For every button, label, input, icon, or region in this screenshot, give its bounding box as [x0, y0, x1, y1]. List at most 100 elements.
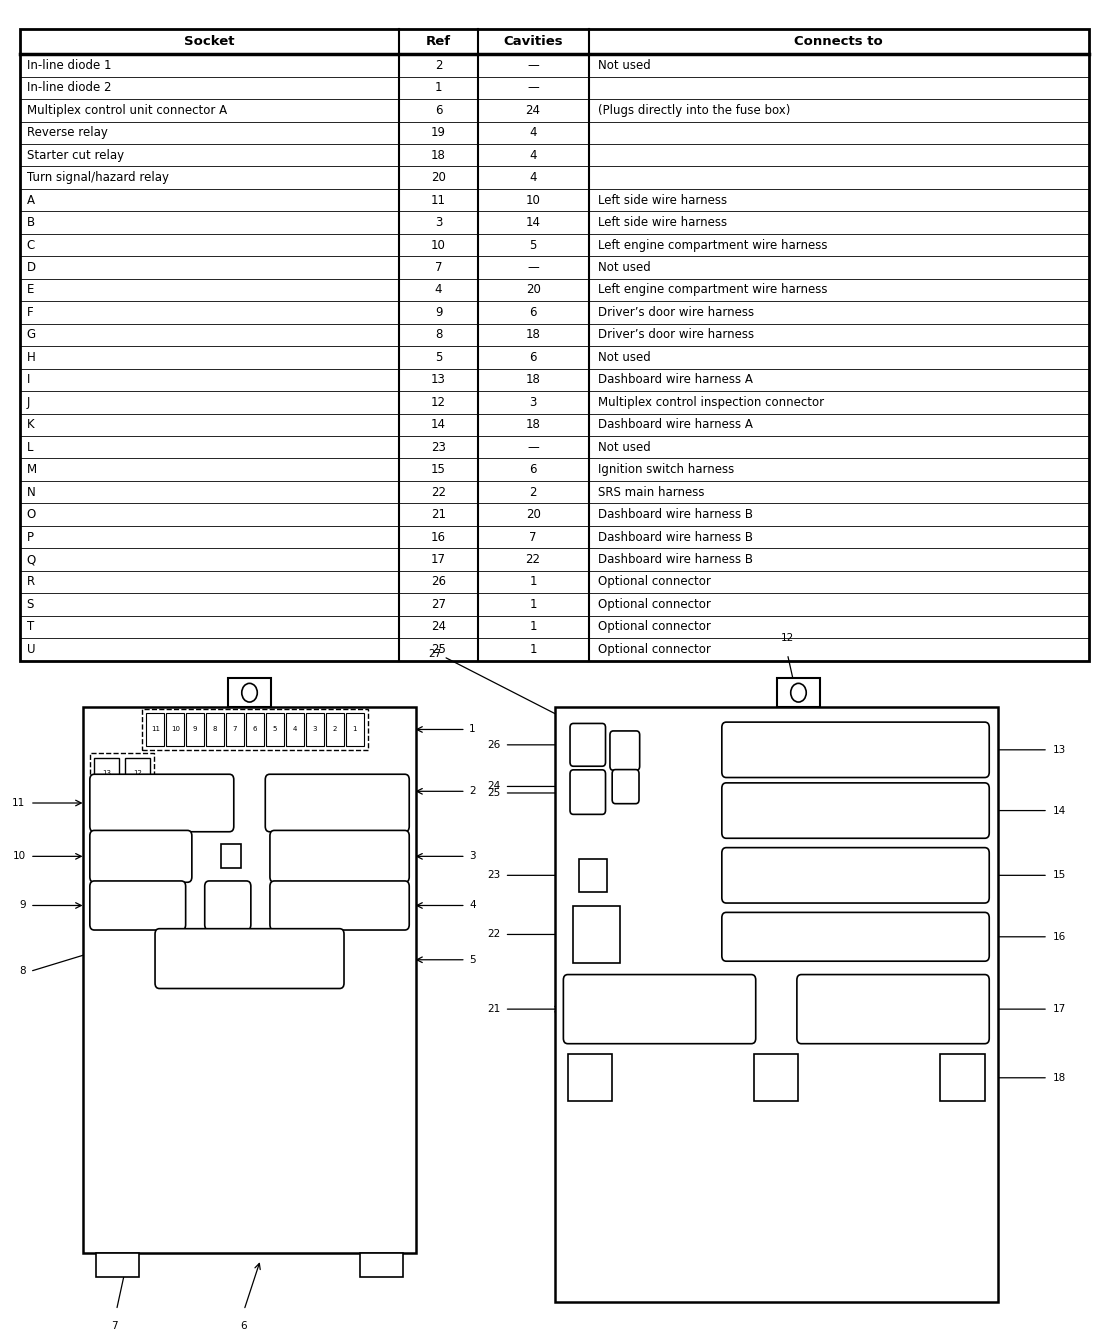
Text: 8: 8	[213, 726, 217, 733]
Text: L: L	[27, 441, 33, 453]
Text: S: S	[27, 598, 34, 611]
Text: 13: 13	[102, 770, 111, 775]
Bar	[940, 1055, 985, 1102]
Bar	[166, 713, 184, 746]
Text: Multiplex control unit connector A: Multiplex control unit connector A	[27, 104, 226, 116]
Text: 9: 9	[193, 726, 197, 733]
Bar	[266, 713, 284, 746]
Text: Left engine compartment wire harness: Left engine compartment wire harness	[598, 283, 827, 297]
Text: 17: 17	[1052, 1004, 1066, 1015]
Text: 7: 7	[435, 261, 442, 274]
FancyBboxPatch shape	[269, 881, 409, 931]
Text: 27: 27	[431, 598, 446, 611]
Text: 8: 8	[19, 967, 26, 976]
Text: 2: 2	[469, 786, 476, 797]
Bar	[568, 1055, 612, 1102]
Text: 1: 1	[529, 643, 537, 656]
Bar	[573, 906, 620, 963]
Text: 4: 4	[529, 171, 537, 185]
Text: 21: 21	[431, 508, 446, 521]
Text: 18: 18	[526, 373, 540, 386]
Text: 3: 3	[313, 726, 317, 733]
Bar	[246, 713, 264, 746]
Text: 20: 20	[583, 1136, 597, 1146]
Text: Left side wire harness: Left side wire harness	[598, 194, 726, 207]
Text: Connects to: Connects to	[794, 35, 883, 48]
FancyBboxPatch shape	[570, 770, 606, 814]
Text: P: P	[27, 531, 33, 544]
Text: Left engine compartment wire harness: Left engine compartment wire harness	[598, 238, 827, 251]
Text: 1: 1	[469, 725, 476, 734]
Text: I: I	[27, 373, 30, 386]
Bar	[360, 1253, 403, 1277]
Text: Dashboard wire harness B: Dashboard wire harness B	[598, 554, 753, 566]
FancyBboxPatch shape	[265, 774, 409, 832]
Text: Not used: Not used	[598, 441, 650, 453]
FancyBboxPatch shape	[90, 881, 185, 931]
Text: 6: 6	[529, 463, 537, 476]
Text: 24: 24	[431, 620, 446, 634]
Text: 18: 18	[431, 148, 446, 162]
Text: 26: 26	[431, 575, 446, 588]
Text: 10: 10	[171, 726, 180, 733]
Text: 1: 1	[529, 598, 537, 611]
Text: 11: 11	[431, 194, 446, 207]
Text: 3: 3	[529, 396, 537, 409]
Bar	[579, 858, 607, 892]
Text: 7: 7	[233, 726, 237, 733]
Text: H: H	[27, 350, 35, 364]
FancyBboxPatch shape	[797, 975, 989, 1044]
Text: 6: 6	[435, 104, 442, 116]
Text: Optional connector: Optional connector	[598, 598, 711, 611]
FancyBboxPatch shape	[563, 975, 755, 1044]
Text: 1: 1	[529, 620, 537, 634]
Text: 5: 5	[273, 726, 277, 733]
Text: 9: 9	[19, 901, 26, 910]
Text: 22: 22	[487, 929, 500, 940]
Bar	[146, 713, 164, 746]
Text: 21: 21	[487, 1004, 500, 1015]
Text: Optional connector: Optional connector	[598, 620, 711, 634]
Text: 8: 8	[435, 329, 442, 341]
Bar	[142, 709, 368, 750]
Text: Dashboard wire harness A: Dashboard wire harness A	[598, 418, 753, 432]
FancyBboxPatch shape	[612, 770, 639, 804]
Text: A: A	[27, 194, 34, 207]
Text: Dashboard wire harness B: Dashboard wire harness B	[598, 531, 753, 544]
Bar	[94, 758, 119, 787]
Text: 14: 14	[1052, 806, 1066, 816]
Text: 18: 18	[526, 329, 540, 341]
Text: 5: 5	[469, 955, 476, 965]
Text: Not used: Not used	[598, 59, 650, 72]
Text: Ref: Ref	[426, 35, 451, 48]
Text: 14: 14	[526, 217, 540, 229]
Bar	[306, 713, 324, 746]
Text: G: G	[27, 329, 35, 341]
Text: 6: 6	[253, 726, 257, 733]
FancyBboxPatch shape	[722, 848, 989, 902]
Text: 4: 4	[469, 901, 476, 910]
Bar	[90, 753, 154, 793]
Text: 27: 27	[428, 648, 441, 659]
Bar	[125, 758, 150, 787]
Text: Optional connector: Optional connector	[598, 575, 711, 588]
Text: 4: 4	[435, 283, 442, 297]
Text: 24: 24	[526, 104, 540, 116]
Bar	[226, 713, 244, 746]
Text: Dashboard wire harness A: Dashboard wire harness A	[598, 373, 753, 386]
FancyBboxPatch shape	[722, 783, 989, 838]
Text: K: K	[27, 418, 34, 432]
Text: Optional connector: Optional connector	[598, 643, 711, 656]
Text: 24: 24	[487, 781, 500, 792]
Bar	[554, 707, 998, 1302]
Text: Not used: Not used	[598, 261, 650, 274]
Text: 2: 2	[333, 726, 337, 733]
Text: 13: 13	[431, 373, 446, 386]
Text: 10: 10	[431, 238, 446, 251]
Text: N: N	[27, 485, 35, 499]
Bar	[346, 713, 364, 746]
Text: F: F	[27, 306, 33, 320]
FancyBboxPatch shape	[610, 731, 640, 770]
FancyBboxPatch shape	[90, 830, 192, 882]
Text: In-line diode 2: In-line diode 2	[27, 82, 111, 95]
